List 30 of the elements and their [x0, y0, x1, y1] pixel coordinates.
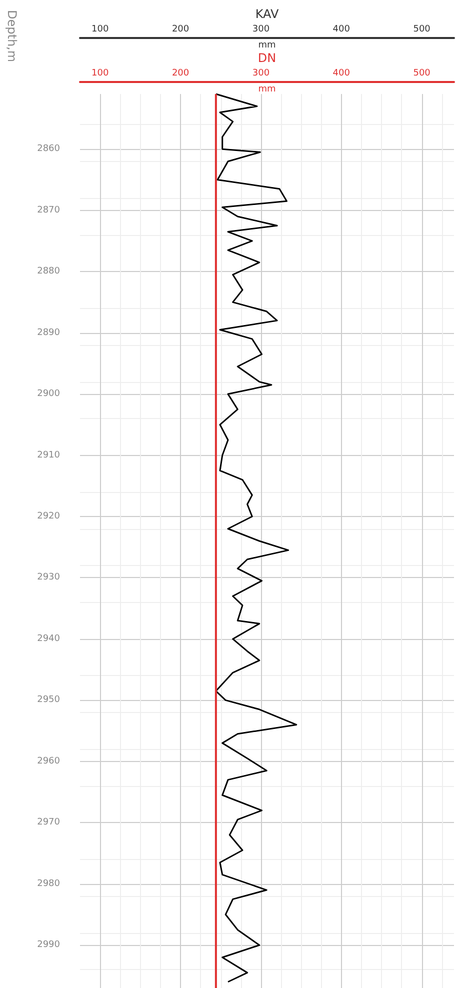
x2-tick-label: 100 [92, 68, 109, 78]
y-tick-label: 2940 [37, 634, 60, 644]
x2-tick-label: 200 [172, 68, 190, 78]
x-tick-label: 300 [252, 24, 270, 34]
x-tick-label: 100 [92, 24, 109, 34]
x2-tick-label: 500 [413, 68, 431, 78]
x-tick-label: 500 [413, 24, 431, 34]
y-tick-label: 2910 [37, 450, 60, 460]
y-tick-label: 2890 [37, 328, 60, 338]
y-axis-title: Depth,m [5, 10, 19, 62]
y-tick-label: 2960 [37, 756, 60, 766]
text: mm [258, 40, 276, 50]
y-tick-label: 2980 [37, 878, 60, 889]
x-axis-title: KAV [255, 7, 280, 22]
y-tick-label: 2970 [37, 818, 60, 828]
y-tick-label: 2900 [37, 389, 60, 400]
y-tick-label: 2950 [37, 695, 60, 706]
y-tick-label: 2870 [37, 205, 60, 216]
y-tick-label: 2990 [37, 940, 60, 950]
annotation: mm [258, 84, 276, 94]
y-tick-label: 2880 [37, 266, 60, 277]
x2-axis-title: DN [258, 51, 276, 66]
x2-tick-label: 400 [332, 68, 350, 78]
x-tick-label: 200 [172, 24, 190, 34]
x2-tick-label: 300 [252, 68, 270, 78]
y-tick-label: 2860 [37, 144, 60, 154]
y-tick-label: 2920 [37, 512, 60, 522]
y-tick-label: 2930 [37, 572, 60, 583]
line-series [215, 93, 298, 983]
x-tick-label: 400 [332, 24, 350, 34]
